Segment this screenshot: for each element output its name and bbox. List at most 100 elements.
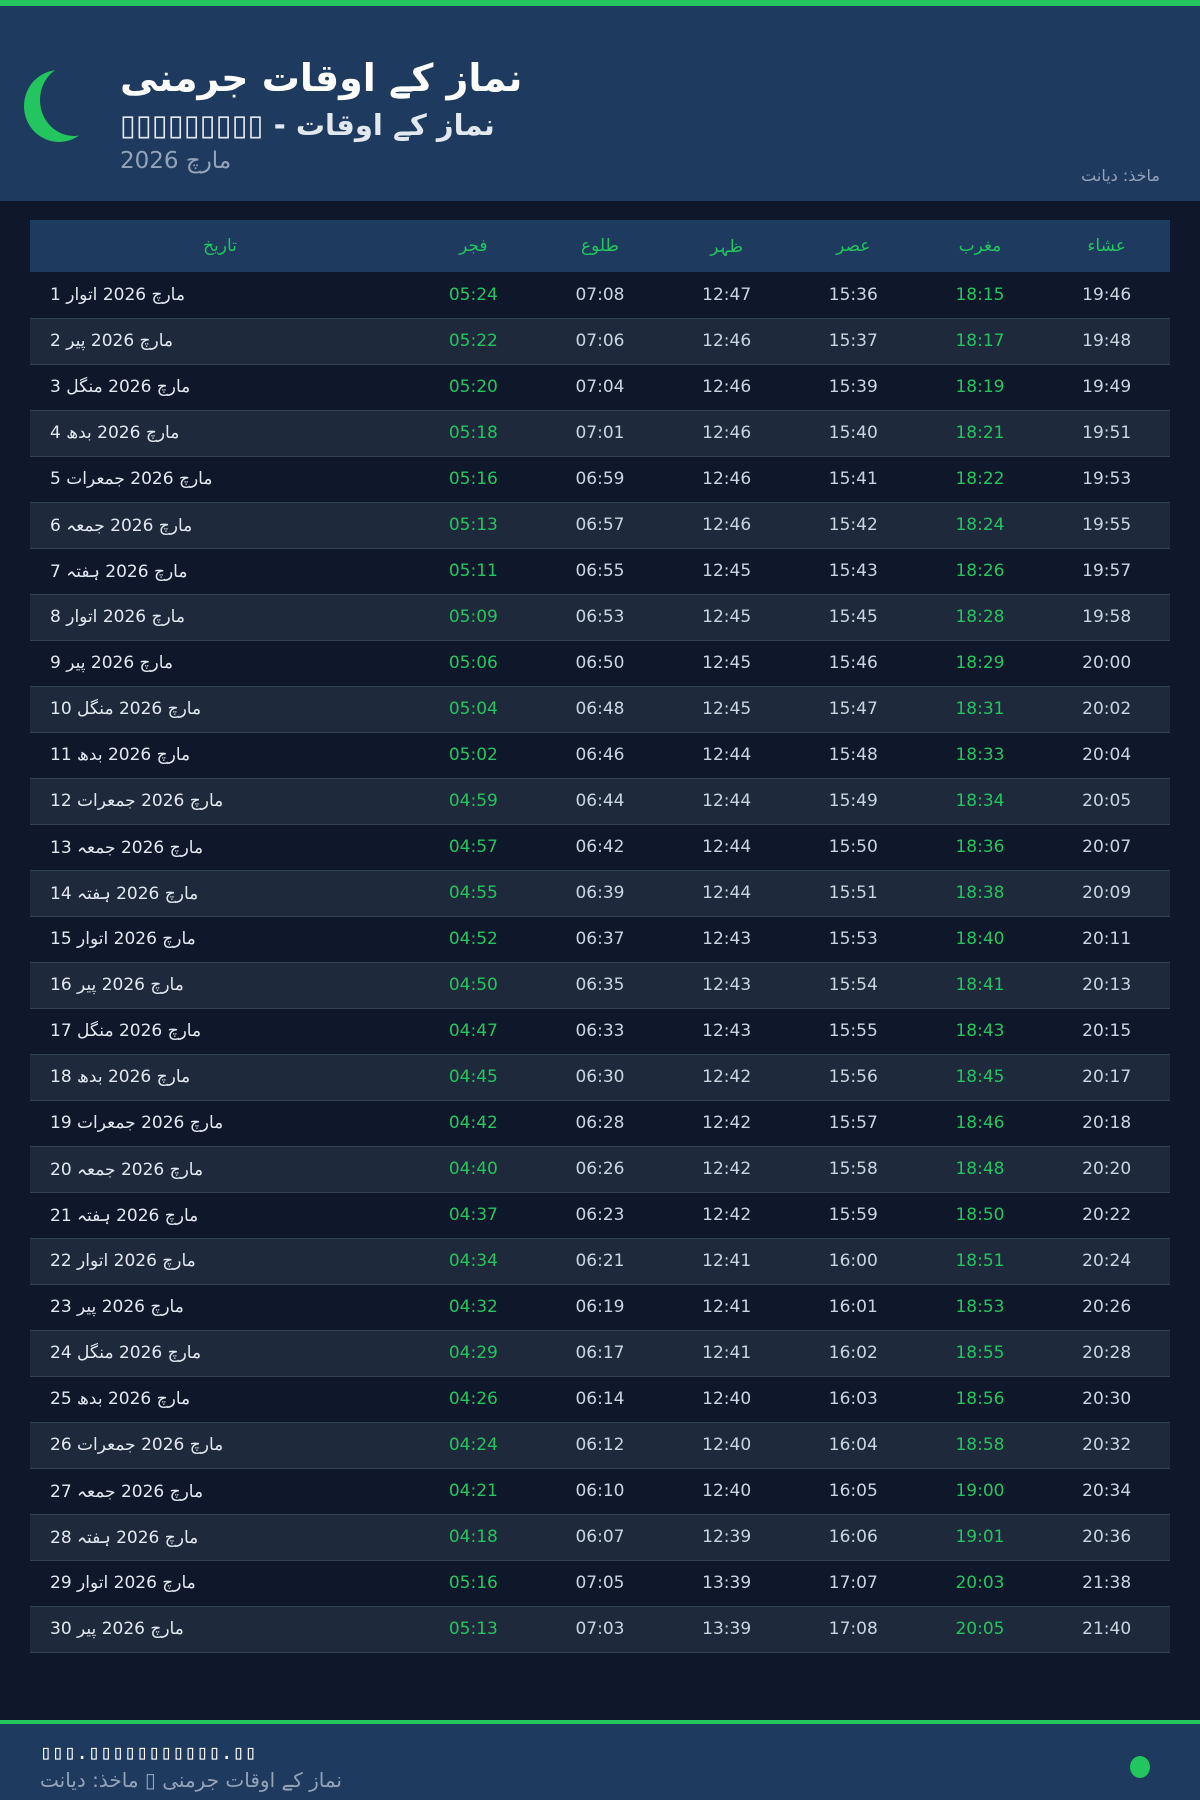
cell-isha: 20:36 (1043, 1514, 1170, 1561)
cell-maghrib: 18:38 (916, 870, 1044, 917)
cell-isha: 19:53 (1043, 456, 1170, 503)
cell-isha: 20:30 (1043, 1376, 1170, 1423)
cell-dhuhr: 12:46 (663, 410, 790, 457)
cell-isha: 20:22 (1043, 1192, 1170, 1239)
crescent-moon-icon (24, 64, 108, 142)
cell-isha: 20:09 (1043, 870, 1170, 917)
cell-dhuhr: 12:45 (663, 640, 790, 687)
cell-asr: 15:39 (789, 364, 917, 411)
cell-asr: 15:53 (789, 916, 917, 963)
page-subtitle: ▯▯▯▯▯▯▯▯▯ - نماز کے اوقات (120, 108, 495, 142)
table-header-row: تاریخ فجر طلوع ظہر عصر مغرب عشاء (30, 220, 1170, 272)
cell-date: 2 مارچ 2026 پیر (30, 318, 410, 365)
cell-date: 13 مارچ 2026 جمعہ (30, 824, 410, 871)
cell-sunrise: 06:23 (536, 1192, 664, 1239)
cell-maghrib: 18:22 (916, 456, 1044, 503)
cell-asr: 15:57 (789, 1100, 917, 1147)
cell-fajr: 04:21 (410, 1468, 537, 1515)
cell-dhuhr: 12:44 (663, 824, 790, 871)
cell-maghrib: 18:19 (916, 364, 1044, 411)
cell-asr: 16:00 (789, 1238, 917, 1285)
cell-asr: 15:51 (789, 870, 917, 917)
cell-sunrise: 06:17 (536, 1330, 664, 1377)
cell-isha: 20:28 (1043, 1330, 1170, 1377)
table-row: 23 مارچ 2026 پیر 04:32 06:19 12:41 16:01 18:5… (30, 1284, 1170, 1331)
cell-date: 5 مارچ 2026 جمعرات (30, 456, 410, 503)
cell-dhuhr: 12:40 (663, 1422, 790, 1469)
cell-maghrib: 18:36 (916, 824, 1044, 871)
cell-fajr: 04:37 (410, 1192, 537, 1239)
table-row: 5 مارچ 2026 جمعرات 05:16 06:59 12:46 15:41 18… (30, 456, 1170, 503)
cell-asr: 15:40 (789, 410, 917, 457)
cell-maghrib: 20:05 (916, 1606, 1044, 1653)
cell-sunrise: 06:55 (536, 548, 664, 595)
cell-dhuhr: 12:39 (663, 1514, 790, 1561)
cell-asr: 15:36 (789, 272, 917, 319)
table-row: 29 مارچ 2026 اتوار 05:16 07:05 13:39 17:07 20… (30, 1560, 1170, 1607)
cell-sunrise: 06:46 (536, 732, 664, 779)
cell-asr: 15:46 (789, 640, 917, 687)
cell-sunrise: 07:04 (536, 364, 664, 411)
cell-maghrib: 18:56 (916, 1376, 1044, 1423)
cell-date: 3 مارچ 2026 منگل (30, 364, 410, 411)
table-row: 8 مارچ 2026 اتوار 05:09 06:53 12:45 15:45 18:… (30, 594, 1170, 641)
cell-date: 20 مارچ 2026 جمعہ (30, 1146, 410, 1193)
cell-fajr: 04:45 (410, 1054, 537, 1101)
cell-fajr: 05:11 (410, 548, 537, 595)
cell-date: 7 مارچ 2026 ہفتہ (30, 548, 410, 595)
cell-maghrib: 18:53 (916, 1284, 1044, 1331)
cell-fajr: 05:22 (410, 318, 537, 365)
column-header-maghrib: مغرب (916, 220, 1044, 272)
cell-maghrib: 18:46 (916, 1100, 1044, 1147)
cell-date: 12 مارچ 2026 جمعرات (30, 778, 410, 825)
table-row: 25 مارچ 2026 بدھ 04:26 06:14 12:40 16:03 18:5… (30, 1376, 1170, 1423)
cell-sunrise: 07:08 (536, 272, 664, 319)
cell-sunrise: 06:53 (536, 594, 664, 641)
cell-date: 6 مارچ 2026 جمعہ (30, 502, 410, 549)
cell-isha: 20:15 (1043, 1008, 1170, 1055)
cell-asr: 16:04 (789, 1422, 917, 1469)
green-dot-icon (1130, 1756, 1150, 1778)
cell-date: 11 مارچ 2026 بدھ (30, 732, 410, 779)
cell-dhuhr: 12:46 (663, 318, 790, 365)
cell-fajr: 05:13 (410, 502, 537, 549)
cell-fajr: 04:52 (410, 916, 537, 963)
table-row: 10 مارچ 2026 منگل 05:04 06:48 12:45 15:47 18:… (30, 686, 1170, 733)
table-row: 16 مارچ 2026 پیر 04:50 06:35 12:43 15:54 18:4… (30, 962, 1170, 1009)
table-row: 9 مارچ 2026 پیر 05:06 06:50 12:45 15:46 18:29… (30, 640, 1170, 687)
cell-date: 16 مارچ 2026 پیر (30, 962, 410, 1009)
cell-dhuhr: 12:42 (663, 1100, 790, 1147)
table-row: 26 مارچ 2026 جمعرات 04:24 06:12 12:40 16:04 1… (30, 1422, 1170, 1469)
column-header-fajr: فجر (410, 220, 537, 272)
cell-isha: 20:07 (1043, 824, 1170, 871)
cell-maghrib: 18:33 (916, 732, 1044, 779)
table-row: 15 مارچ 2026 اتوار 04:52 06:37 12:43 15:53 18… (30, 916, 1170, 963)
cell-asr: 15:48 (789, 732, 917, 779)
cell-date: 23 مارچ 2026 پیر (30, 1284, 410, 1331)
cell-fajr: 04:47 (410, 1008, 537, 1055)
cell-dhuhr: 12:44 (663, 732, 790, 779)
cell-dhuhr: 12:40 (663, 1468, 790, 1515)
cell-fajr: 04:29 (410, 1330, 537, 1377)
cell-fajr: 04:26 (410, 1376, 537, 1423)
cell-fajr: 05:18 (410, 410, 537, 457)
cell-maghrib: 18:45 (916, 1054, 1044, 1101)
cell-isha: 20:04 (1043, 732, 1170, 779)
cell-date: 28 مارچ 2026 ہفتہ (30, 1514, 410, 1561)
table-row: 17 مارچ 2026 منگل 04:47 06:33 12:43 15:55 18:… (30, 1008, 1170, 1055)
table-row: 7 مارچ 2026 ہفتہ 05:11 06:55 12:45 15:43 18:2… (30, 548, 1170, 595)
cell-isha: 20:13 (1043, 962, 1170, 1009)
table-row: 19 مارچ 2026 جمعرات 04:42 06:28 12:42 15:57 1… (30, 1100, 1170, 1147)
cell-fajr: 04:40 (410, 1146, 537, 1193)
cell-asr: 15:50 (789, 824, 917, 871)
cell-isha: 19:58 (1043, 594, 1170, 641)
cell-dhuhr: 12:41 (663, 1238, 790, 1285)
cell-maghrib: 18:48 (916, 1146, 1044, 1193)
cell-sunrise: 06:12 (536, 1422, 664, 1469)
cell-asr: 15:42 (789, 502, 917, 549)
cell-maghrib: 19:00 (916, 1468, 1044, 1515)
cell-sunrise: 06:57 (536, 502, 664, 549)
table-row: 14 مارچ 2026 ہفتہ 04:55 06:39 12:44 15:51 18:… (30, 870, 1170, 917)
cell-fajr: 05:09 (410, 594, 537, 641)
footer-url[interactable]: ▯▯▯.▯▯▯▯▯▯▯▯▯▯▯.▯▯ (40, 1740, 257, 1764)
